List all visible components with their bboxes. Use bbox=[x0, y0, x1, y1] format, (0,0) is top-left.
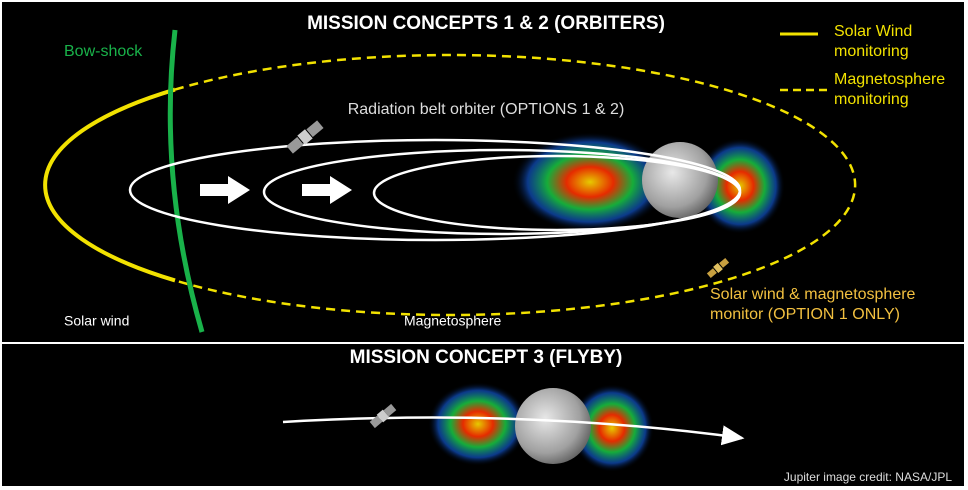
panel-title: MISSION CONCEPTS 1 & 2 (ORBITERS) bbox=[307, 13, 665, 34]
jupiter bbox=[642, 142, 718, 218]
monitor-label: Solar wind & magnetosphere bbox=[710, 286, 916, 303]
orbit-label: Radiation belt orbiter (OPTIONS 1 & 2) bbox=[348, 101, 625, 118]
credit: Jupiter image credit: NASA/JPL bbox=[784, 470, 952, 484]
legend-text: Solar Wind bbox=[834, 23, 912, 40]
diagram: MISSION CONCEPTS 1 & 2 (ORBITERS) Bow-sh… bbox=[0, 0, 968, 490]
aurora bbox=[428, 382, 528, 466]
legend-text: monitoring bbox=[834, 91, 909, 108]
panel-title: MISSION CONCEPT 3 (FLYBY) bbox=[350, 347, 623, 368]
region-label: Solar wind bbox=[64, 313, 129, 329]
region-label: Magnetosphere bbox=[404, 313, 502, 329]
legend-text: monitoring bbox=[834, 43, 909, 60]
legend-text: Magnetosphere bbox=[834, 71, 945, 88]
monitor-label: monitor (OPTION 1 ONLY) bbox=[710, 306, 900, 323]
bow-shock-label: Bow-shock bbox=[64, 43, 143, 60]
jupiter bbox=[515, 388, 591, 464]
